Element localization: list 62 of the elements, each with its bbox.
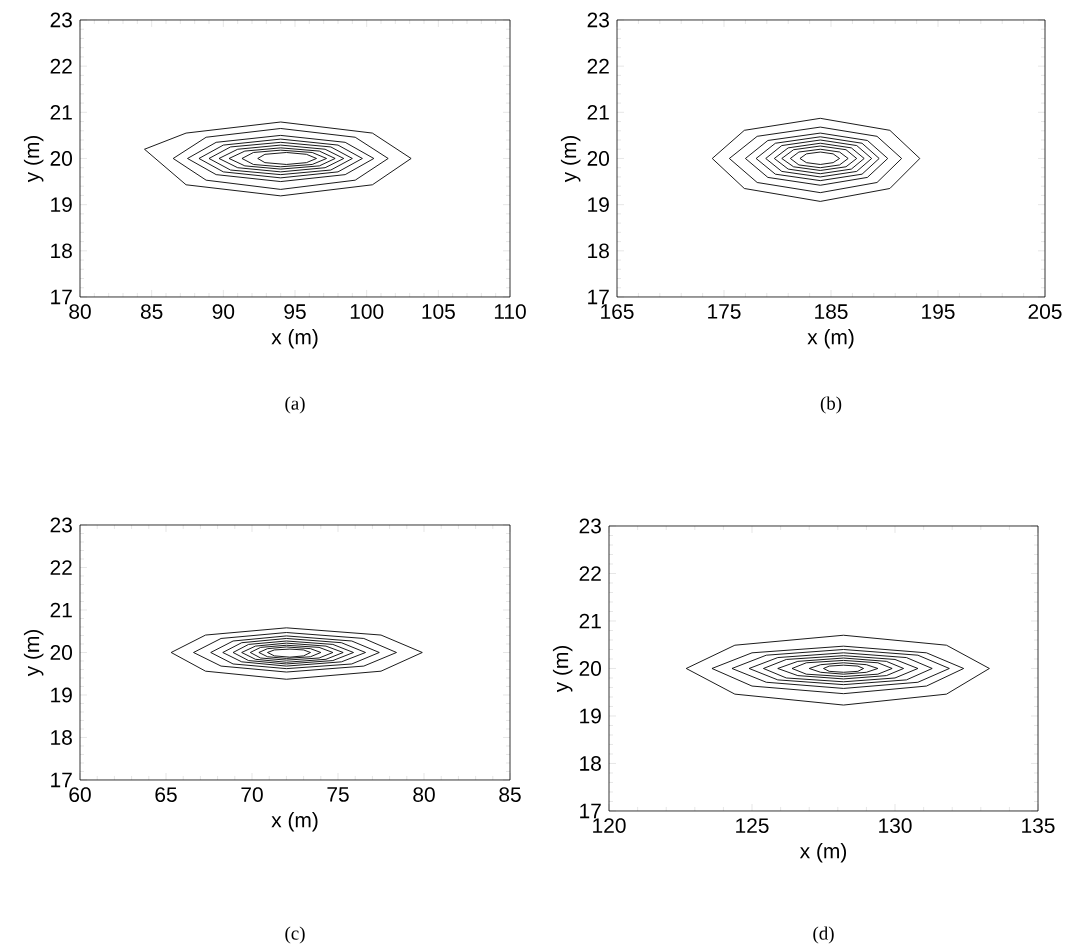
x-tick-label: 85: [499, 787, 521, 802]
x-axis-title: x (m): [807, 329, 854, 349]
x-tick-label: 165: [601, 304, 634, 319]
y-tick-label: 21: [579, 613, 601, 629]
x-tick-label: 135: [1022, 818, 1055, 833]
y-tick-label: 18: [588, 243, 609, 259]
x-tick-label: 80: [413, 787, 435, 802]
x-axis-title: x (m): [271, 812, 318, 832]
y-tick-label: 22: [50, 58, 72, 74]
x-tick-label: 185: [815, 304, 848, 319]
y-tick-label: 17: [51, 289, 72, 305]
y-axis-title: y (m): [560, 135, 581, 183]
text: (a): [285, 396, 305, 414]
x-axis-title: x (m): [271, 329, 318, 349]
x-tick-label: 85: [140, 304, 163, 319]
text: (d): [813, 926, 834, 944]
y-tick-label: 22: [587, 58, 609, 74]
x-tick-label: 65: [155, 787, 177, 802]
y-tick-label: 23: [50, 517, 72, 533]
x-tick-label: 70: [241, 787, 263, 802]
x-tick-label: 120: [593, 818, 626, 833]
y-tick-label: 23: [50, 12, 72, 28]
x-tick-label: 75: [327, 787, 349, 802]
y-tick-label: 17: [51, 772, 72, 788]
y-tick-label: 22: [579, 566, 601, 581]
y-tick-label: 17: [580, 803, 601, 819]
x-tick-label: 195: [922, 304, 955, 319]
y-tick-label: 19: [51, 197, 72, 213]
y-tick-label: 21: [50, 602, 72, 618]
x-tick-label: 125: [736, 818, 769, 833]
x-tick-label: 110: [494, 304, 526, 319]
y-tick-label: 21: [50, 105, 72, 120]
y-tick-label: 17: [588, 289, 609, 305]
y-tick-label: 21: [587, 105, 609, 120]
x-tick-label: 130: [879, 818, 912, 833]
x-tick-label: 90: [212, 304, 235, 319]
x-tick-label: 80: [69, 304, 91, 319]
y-tick-label: 19: [51, 687, 72, 703]
y-tick-label: 20: [587, 151, 610, 166]
x-tick-label: 105: [422, 304, 455, 319]
text: (c): [285, 926, 305, 944]
x-axis-title: x (m): [799, 843, 847, 863]
y-tick-label: 20: [579, 661, 602, 676]
y-tick-label: 23: [587, 12, 609, 28]
x-tick-label: 205: [1028, 304, 1062, 319]
y-tick-label: 19: [588, 197, 609, 213]
y-tick-label: 18: [580, 756, 601, 771]
y-tick-label: 22: [50, 560, 72, 575]
y-tick-label: 20: [50, 645, 73, 660]
y-axis-title: y (m): [23, 629, 44, 677]
y-axis-title: y (m): [552, 645, 573, 693]
text: (b): [820, 396, 842, 414]
y-tick-label: 18: [51, 243, 72, 259]
y-tick-label: 19: [580, 708, 601, 724]
y-tick-label: 20: [50, 151, 73, 166]
x-tick-label: 175: [708, 304, 741, 319]
x-tick-label: 60: [69, 787, 91, 802]
x-tick-label: 100: [350, 304, 384, 319]
x-tick-label: 95: [284, 304, 306, 319]
y-tick-label: 23: [579, 518, 601, 534]
y-tick-label: 18: [51, 730, 72, 745]
y-axis-title: y (m): [23, 135, 44, 183]
